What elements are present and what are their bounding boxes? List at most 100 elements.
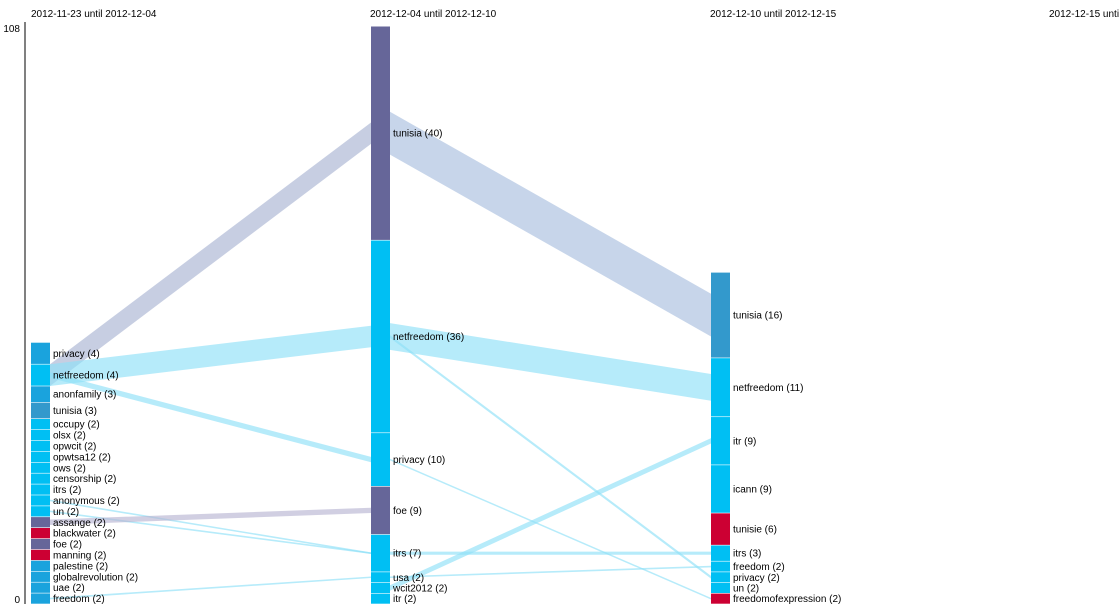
column-header-period-3: 2012-12-10 until 2012-12-15	[710, 9, 837, 20]
node-label-globalrevolution: globalrevolution (2)	[53, 572, 138, 583]
flow-link[interactable]	[390, 111, 711, 337]
node-label-netfreedom: netfreedom (11)	[733, 383, 803, 394]
node-label-tunisia: tunisia (3)	[53, 406, 97, 417]
node-bar-netfreedom[interactable]	[31, 364, 50, 386]
node-bar-usa[interactable]	[371, 572, 390, 583]
flow-link[interactable]	[390, 458, 711, 600]
node-bar-privacy[interactable]	[711, 572, 730, 583]
node-bar-tunisia[interactable]	[371, 26, 390, 240]
flow-link[interactable]	[390, 335, 711, 579]
node-bar-palestine[interactable]	[31, 560, 50, 571]
node-bar-anonymous[interactable]	[31, 495, 50, 506]
node-label-anonfamily: anonfamily (3)	[53, 390, 116, 401]
node-label-palestine: palestine (2)	[53, 561, 108, 572]
node-bar-ows[interactable]	[31, 462, 50, 473]
flow-link[interactable]	[390, 551, 711, 555]
node-bar-tunisia[interactable]	[31, 402, 50, 419]
node-label-opwcit: opwcit (2)	[53, 441, 96, 452]
node-label-censorship: censorship (2)	[53, 474, 116, 485]
node-bar-freedom[interactable]	[31, 593, 50, 604]
flow-link[interactable]	[50, 325, 371, 386]
flow-link[interactable]	[50, 122, 371, 387]
node-label-foe: foe (9)	[393, 506, 422, 517]
node-bar-manning[interactable]	[31, 549, 50, 561]
flow-link[interactable]	[50, 372, 371, 463]
node-label-un: un (2)	[733, 583, 759, 594]
node-label-wcit2012: wcit2012 (2)	[392, 583, 447, 594]
y-axis-min-label: 0	[14, 595, 20, 606]
node-bar-itrs[interactable]	[711, 545, 730, 561]
node-bar-itrs[interactable]	[371, 534, 390, 572]
node-bar-netfreedom[interactable]	[711, 358, 730, 417]
node-label-uae: uae (2)	[53, 583, 85, 594]
node-bar-occupy[interactable]	[31, 419, 50, 430]
node-label-blackwater: blackwater (2)	[53, 529, 116, 540]
node-bar-foe[interactable]	[371, 486, 390, 535]
flow-link[interactable]	[390, 323, 711, 401]
node-label-privacy: privacy (2)	[733, 573, 780, 584]
column-header-period-1: 2012-11-23 until 2012-12-04	[31, 9, 157, 20]
node-bar-netfreedom[interactable]	[371, 240, 390, 433]
flow-link[interactable]	[390, 438, 711, 591]
node-bar-itr[interactable]	[371, 593, 390, 604]
node-bar-un[interactable]	[31, 506, 50, 517]
flow-links	[50, 111, 711, 600]
node-label-netfreedom: netfreedom (4)	[53, 371, 119, 382]
node-bar-tunisia[interactable]	[711, 272, 730, 358]
flow-link[interactable]	[50, 499, 371, 554]
node-bar-uae[interactable]	[31, 582, 50, 593]
flow-link[interactable]	[390, 565, 711, 579]
node-bar-foe[interactable]	[31, 538, 50, 550]
node-label-itrs: itrs (7)	[393, 549, 421, 560]
node-bar-anonfamily[interactable]	[31, 386, 50, 403]
y-axis-max-label: 108	[3, 24, 20, 35]
node-label-tunisia: tunisia (16)	[733, 311, 782, 322]
node-bar-wcit2012[interactable]	[371, 582, 390, 593]
node-label-netfreedom: netfreedom (36)	[393, 332, 464, 343]
node-bar-opwtsa12[interactable]	[31, 451, 50, 462]
node-label-manning: manning (2)	[53, 550, 106, 561]
node-label-ows: ows (2)	[53, 463, 86, 474]
node-label-anonymous: anonymous (2)	[53, 496, 120, 507]
node-label-privacy: privacy (4)	[53, 349, 100, 360]
node-label-tunisia: tunisia (40)	[393, 129, 442, 140]
node-bar-blackwater[interactable]	[31, 528, 50, 539]
node-label-itr: itr (9)	[733, 436, 756, 447]
node-bar-un[interactable]	[711, 582, 730, 593]
node-label-itrs: itrs (2)	[53, 485, 81, 496]
flow-link[interactable]	[50, 576, 371, 600]
y-axis: 108 0	[3, 22, 26, 606]
node-label-olsx: olsx (2)	[53, 431, 86, 442]
node-bar-censorship[interactable]	[31, 473, 50, 484]
node-bar-itr[interactable]	[711, 417, 730, 465]
node-label-freedom: freedom (2)	[53, 594, 105, 605]
column-header-period-4: 2012-12-15 until	[1049, 9, 1119, 20]
node-label-freedomofexpression: freedomofexpression (2)	[733, 594, 841, 605]
column-header-period-2: 2012-12-04 until 2012-12-10	[370, 9, 497, 20]
node-bar-olsx[interactable]	[31, 429, 50, 441]
node-label-itr: itr (2)	[393, 594, 416, 605]
node-bar-itrs[interactable]	[31, 484, 50, 495]
node-bar-privacy[interactable]	[371, 433, 390, 486]
node-label-opwtsa12: opwtsa12 (2)	[53, 452, 111, 463]
node-label-un: un (2)	[53, 507, 79, 518]
topic-nodes: privacy (4) netfreedom (4) anonfamily (3) t…	[31, 26, 841, 605]
node-bar-assange[interactable]	[31, 517, 50, 528]
flow-link[interactable]	[50, 507, 371, 525]
node-bar-globalrevolution[interactable]	[31, 571, 50, 582]
node-bar-privacy[interactable]	[31, 342, 50, 364]
node-label-foe: foe (2)	[53, 540, 82, 551]
node-label-usa: usa (2)	[393, 573, 424, 584]
node-label-freedom: freedom (2)	[733, 562, 785, 573]
node-bar-icann[interactable]	[711, 465, 730, 513]
node-bar-freedom[interactable]	[711, 561, 730, 572]
node-label-icann: icann (9)	[733, 484, 772, 495]
node-label-itrs: itrs (3)	[733, 549, 761, 560]
node-label-occupy: occupy (2)	[53, 420, 100, 431]
node-bar-freedomofexpression[interactable]	[711, 593, 730, 604]
node-label-privacy: privacy (10)	[393, 455, 445, 466]
node-bar-tunisie[interactable]	[711, 513, 730, 545]
node-bar-opwcit[interactable]	[31, 440, 50, 452]
node-label-assange: assange (2)	[53, 518, 106, 529]
